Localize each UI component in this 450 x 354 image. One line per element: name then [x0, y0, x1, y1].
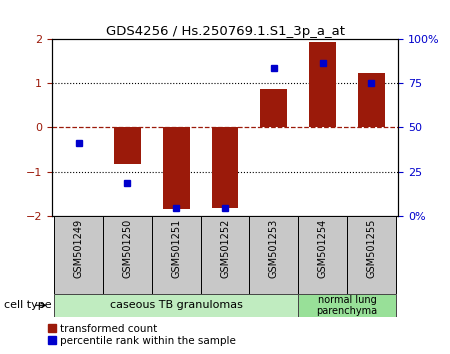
Bar [54, 294, 298, 317]
Bar [103, 216, 152, 294]
Bar [249, 216, 298, 294]
Bar [298, 294, 396, 317]
Bar [261, 88, 287, 127]
Title: GDS4256 / Hs.250769.1.S1_3p_a_at: GDS4256 / Hs.250769.1.S1_3p_a_at [105, 25, 345, 38]
Bar [347, 216, 396, 294]
Bar [201, 216, 249, 294]
Bar [309, 42, 336, 127]
Bar [152, 216, 201, 294]
Text: GSM501249: GSM501249 [74, 219, 84, 278]
Bar [163, 127, 189, 209]
Legend: transformed count, percentile rank within the sample: transformed count, percentile rank withi… [48, 324, 236, 346]
Text: GSM501254: GSM501254 [318, 219, 328, 278]
Text: GSM501255: GSM501255 [366, 219, 376, 279]
Text: GSM501252: GSM501252 [220, 219, 230, 279]
Text: GSM501251: GSM501251 [171, 219, 181, 278]
Bar [212, 127, 239, 208]
Text: GSM501250: GSM501250 [122, 219, 132, 278]
Text: GSM501253: GSM501253 [269, 219, 279, 278]
Text: normal lung
parenchyma: normal lung parenchyma [316, 295, 378, 316]
Bar [358, 73, 385, 127]
Bar [54, 216, 103, 294]
Text: cell type: cell type [4, 300, 52, 310]
Bar [114, 127, 141, 164]
Bar [298, 216, 347, 294]
Text: caseous TB granulomas: caseous TB granulomas [110, 300, 243, 310]
